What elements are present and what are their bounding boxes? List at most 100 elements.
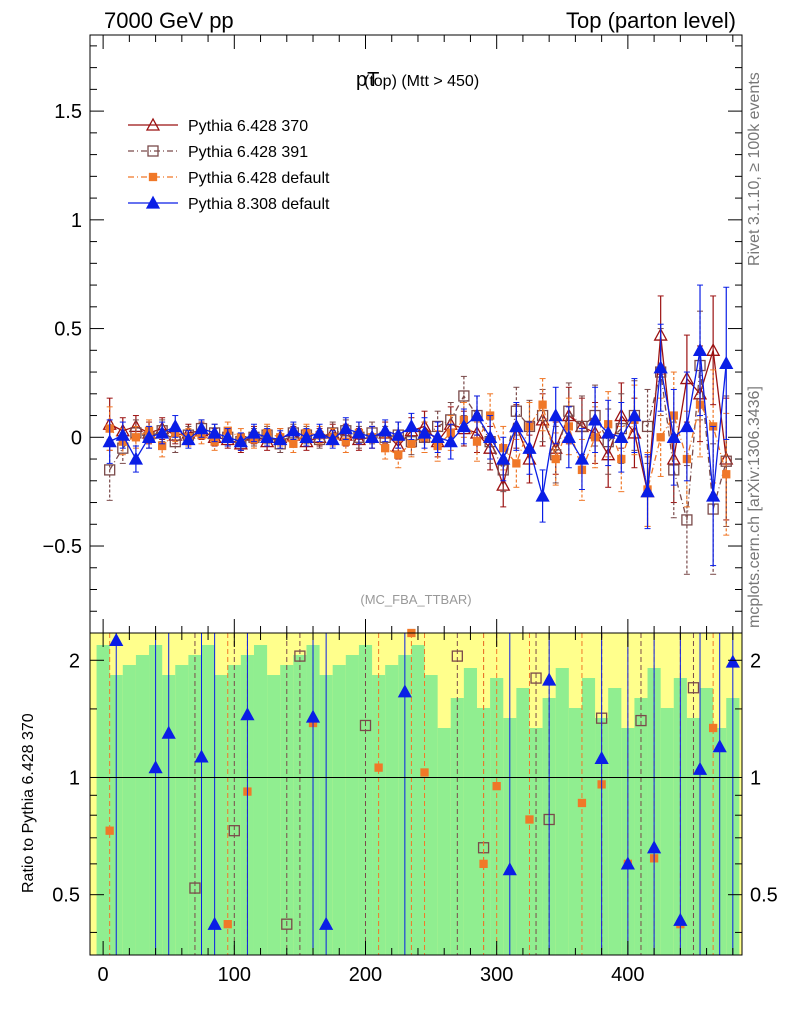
ratio-y-tick-label: 2 bbox=[69, 650, 80, 672]
main-title: pT bbox=[356, 69, 379, 91]
data-point bbox=[551, 454, 560, 464]
ratio-point bbox=[525, 815, 534, 824]
ratio-point bbox=[161, 725, 176, 739]
y-tick-label: −0.5 bbox=[43, 536, 82, 558]
ratio-point bbox=[294, 650, 306, 662]
ratio-point bbox=[189, 882, 201, 894]
data-point bbox=[443, 434, 458, 448]
ratio-inner-band bbox=[477, 708, 491, 955]
data-point bbox=[653, 360, 668, 374]
ratio-point bbox=[577, 798, 587, 808]
ratio-point bbox=[451, 650, 463, 662]
data-point bbox=[722, 470, 731, 479]
ratio-inner-band bbox=[424, 675, 438, 955]
legend-label: Pythia 6.428 370 bbox=[188, 118, 308, 135]
data-point bbox=[574, 451, 590, 465]
data-point bbox=[155, 425, 170, 439]
rivet-label: Rivet 3.1.10, ≥ 100k events bbox=[746, 72, 763, 266]
ratio-point bbox=[542, 672, 557, 686]
ratio-inner-band bbox=[175, 665, 189, 955]
ratio-inner-band bbox=[437, 728, 451, 955]
data-point bbox=[679, 419, 694, 433]
ratio-point bbox=[319, 916, 334, 930]
series-line bbox=[109, 365, 727, 521]
data-point bbox=[351, 425, 367, 439]
data-point bbox=[458, 390, 470, 402]
data-point bbox=[719, 355, 734, 370]
ratio-plot-frame bbox=[89, 632, 743, 956]
ratio-y-axis-label: Ratio to Pythia 6.428 370 bbox=[20, 713, 37, 893]
ratio-y-tick-label-right: 0.5 bbox=[750, 885, 778, 907]
data-point bbox=[391, 427, 406, 441]
legend-marker bbox=[145, 195, 161, 209]
legend-marker bbox=[145, 117, 161, 131]
data-point bbox=[404, 419, 419, 433]
data-point bbox=[378, 423, 393, 437]
data-point bbox=[656, 433, 665, 442]
ratio-point bbox=[479, 859, 488, 869]
data-point bbox=[128, 451, 144, 465]
ratio-point bbox=[374, 763, 383, 772]
data-point bbox=[131, 433, 141, 442]
header-right: Top (parton level) bbox=[566, 8, 736, 33]
ratio-point bbox=[223, 920, 232, 929]
ratio-y-tick-label-right: 2 bbox=[750, 650, 761, 672]
ratio-inner-band bbox=[122, 665, 136, 955]
ratio-point bbox=[194, 749, 209, 763]
ratio-point bbox=[594, 750, 609, 764]
data-point bbox=[364, 429, 380, 443]
data-point bbox=[456, 419, 471, 433]
ratio-point bbox=[635, 714, 647, 727]
data-point bbox=[220, 429, 235, 443]
ratio-inner-band bbox=[385, 665, 399, 955]
x-tick-label: 400 bbox=[611, 964, 644, 986]
ratio-point bbox=[240, 707, 255, 721]
main-series-group bbox=[102, 284, 734, 575]
series-pythia-6-428-370 bbox=[102, 295, 734, 527]
data-point bbox=[681, 514, 693, 526]
ratio-inner-band bbox=[581, 678, 596, 955]
x-tick-label: 100 bbox=[218, 964, 251, 986]
ratio-bands bbox=[90, 633, 742, 955]
ratio-inner-band bbox=[267, 675, 281, 955]
legend: Pythia 6.428 370 Pythia 6.428 391 Pythia 6… bbox=[128, 117, 330, 213]
ratio-inner-band bbox=[201, 645, 215, 955]
ratio-inner-band bbox=[555, 668, 569, 955]
ratio-point bbox=[708, 723, 718, 733]
data-point bbox=[289, 439, 298, 448]
data-point bbox=[181, 432, 196, 446]
data-point bbox=[207, 425, 222, 439]
ratio-point bbox=[687, 682, 700, 694]
data-point bbox=[472, 437, 482, 446]
ratio-point bbox=[530, 672, 542, 684]
legend-marker bbox=[147, 145, 159, 157]
series-pythia-8-308-default bbox=[102, 284, 734, 567]
ratio-inner-band bbox=[700, 688, 714, 955]
ratio-point bbox=[109, 632, 124, 647]
ratio-inner-band bbox=[411, 645, 425, 955]
ratio-point bbox=[359, 719, 372, 732]
ratio-point bbox=[692, 761, 708, 775]
y-tick-label: 0.5 bbox=[54, 319, 82, 341]
data-point bbox=[286, 423, 301, 437]
main-subtitle: (top) (Mtt > 450) bbox=[364, 73, 479, 90]
ratio-point bbox=[228, 825, 240, 837]
ratio-point bbox=[673, 912, 688, 926]
data-point bbox=[561, 429, 576, 443]
ratio-inner-band bbox=[135, 655, 150, 955]
ratio-inner-band bbox=[463, 668, 478, 955]
data-point bbox=[381, 444, 390, 453]
data-point bbox=[522, 440, 537, 454]
data-point bbox=[246, 425, 262, 439]
mcplots-label: mcplots.cern.ch [arXiv:1306.3436] bbox=[746, 386, 763, 628]
data-point bbox=[141, 429, 157, 443]
data-point bbox=[115, 427, 130, 441]
data-point bbox=[273, 432, 288, 446]
data-point bbox=[233, 434, 248, 448]
x-axis-ticks: 0 100 200 300 400 bbox=[98, 633, 734, 986]
ratio-point bbox=[305, 709, 321, 723]
ratio-point bbox=[725, 654, 740, 668]
data-point bbox=[538, 400, 547, 409]
data-point bbox=[640, 484, 655, 498]
legend-marker bbox=[148, 172, 158, 182]
